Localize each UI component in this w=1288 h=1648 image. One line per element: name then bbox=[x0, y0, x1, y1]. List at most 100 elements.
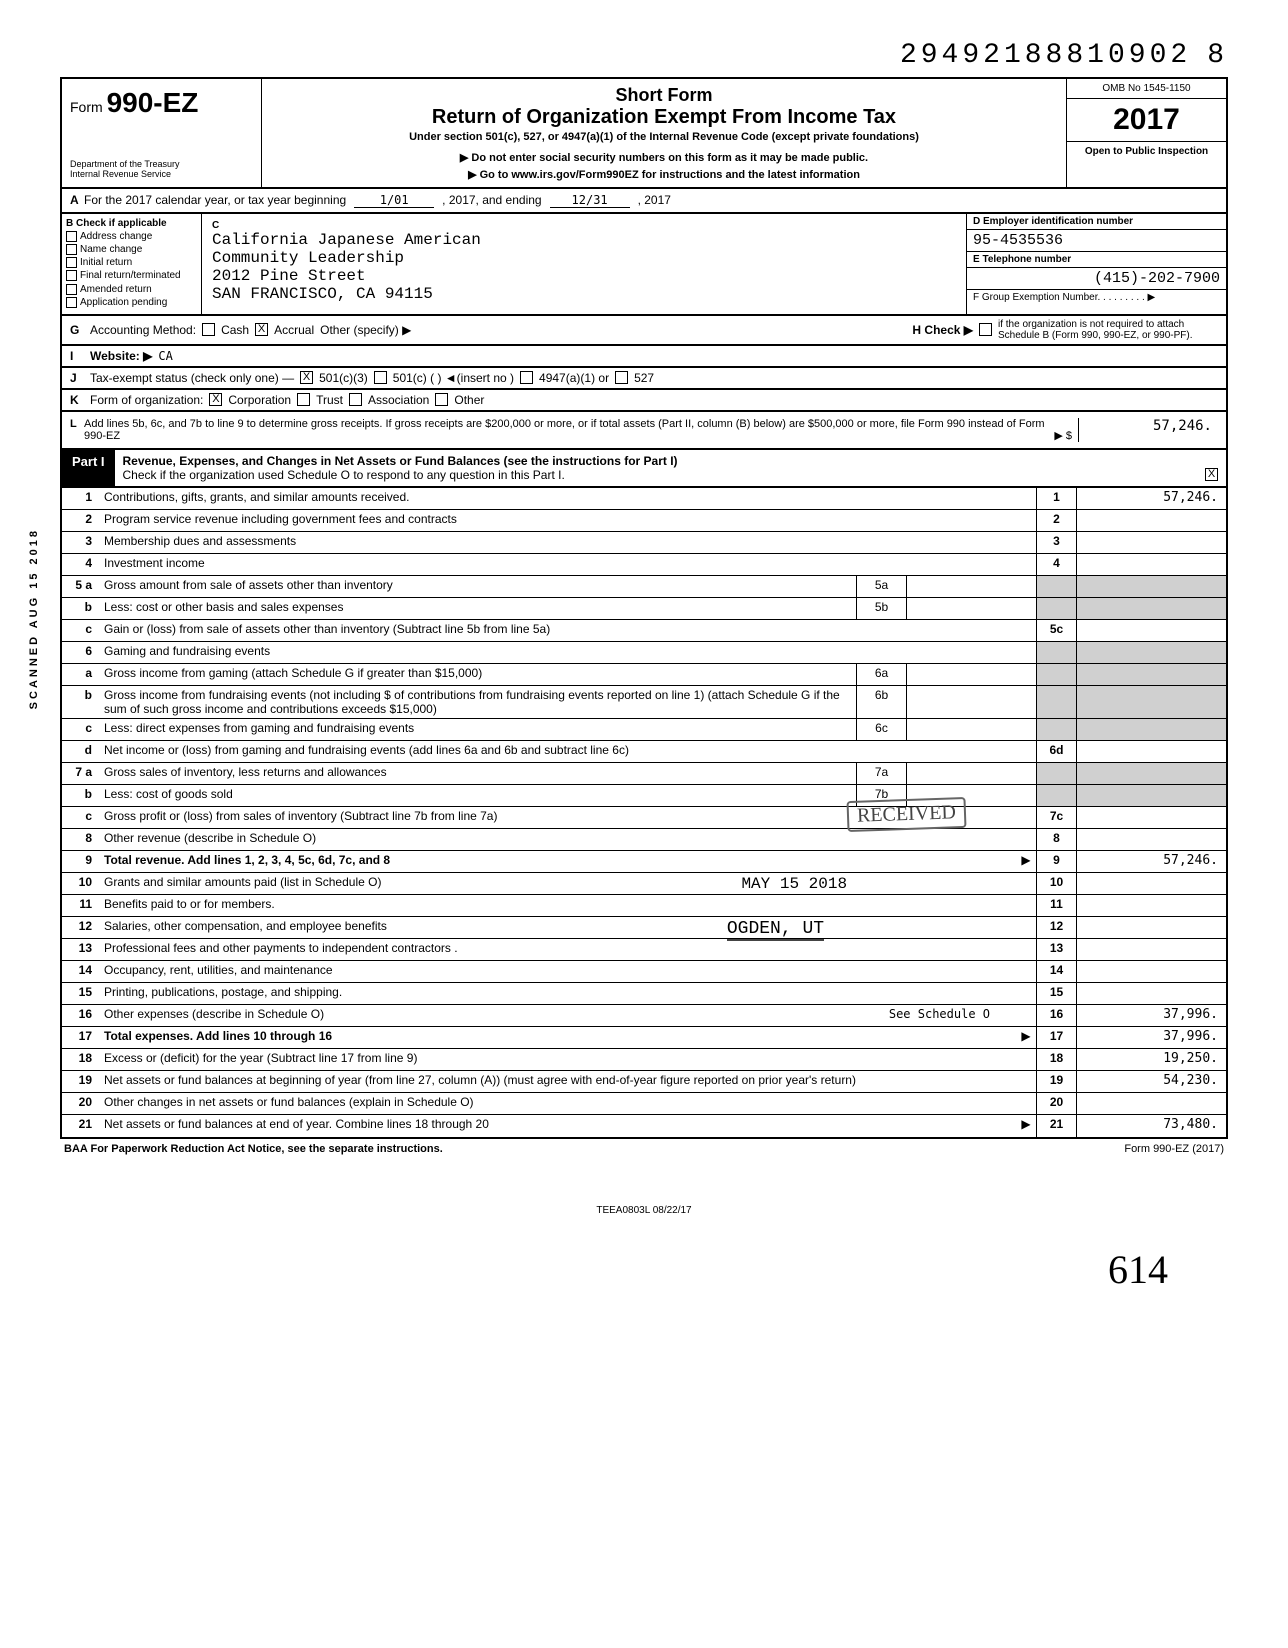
table-row: 11Benefits paid to or for members.11 bbox=[62, 895, 1226, 917]
table-row: 19Net assets or fund balances at beginni… bbox=[62, 1071, 1226, 1093]
amount-cell: 37,996. bbox=[1076, 1027, 1226, 1048]
check-trust[interactable] bbox=[297, 393, 310, 406]
tax-year: 2017 bbox=[1067, 99, 1226, 142]
row-number: 3 bbox=[62, 532, 98, 553]
amount-cell bbox=[1076, 785, 1226, 806]
line-ref bbox=[1036, 576, 1076, 597]
check-527[interactable] bbox=[615, 371, 628, 384]
check-schedule-o[interactable]: X bbox=[1205, 468, 1218, 481]
line-ref: 13 bbox=[1036, 939, 1076, 960]
row-description: Benefits paid to or for members. bbox=[98, 895, 1036, 916]
line-ref bbox=[1036, 598, 1076, 619]
amount-cell bbox=[1076, 917, 1226, 938]
table-row: 18Excess or (deficit) for the year (Subt… bbox=[62, 1049, 1226, 1071]
amount-cell bbox=[1076, 829, 1226, 850]
amount-cell: 57,246. bbox=[1076, 851, 1226, 872]
row-description: Membership dues and assessments bbox=[98, 532, 1036, 553]
check-501c3[interactable]: X bbox=[300, 371, 313, 384]
check-other-org[interactable] bbox=[435, 393, 448, 406]
check-schedule-b[interactable] bbox=[979, 323, 992, 336]
table-row: 1Contributions, gifts, grants, and simil… bbox=[62, 488, 1226, 510]
line-ref: 1 bbox=[1036, 488, 1076, 509]
gross-receipts: 57,246. bbox=[1078, 418, 1218, 442]
mid-ref: 7a bbox=[856, 763, 906, 784]
form-header: Form 990-EZ Department of the Treasury I… bbox=[60, 77, 1228, 189]
mid-amount bbox=[906, 576, 1036, 597]
check-name-change[interactable]: Name change bbox=[66, 244, 197, 255]
row-number: 18 bbox=[62, 1049, 98, 1070]
title-main: Return of Organization Exempt From Incom… bbox=[272, 106, 1056, 129]
table-row: bLess: cost or other basis and sales exp… bbox=[62, 598, 1226, 620]
part-1-table: 1Contributions, gifts, grants, and simil… bbox=[60, 488, 1228, 1139]
line-ref: 2 bbox=[1036, 510, 1076, 531]
line-ref: 10 bbox=[1036, 873, 1076, 894]
part-1-header: Part I Revenue, Expenses, and Changes in… bbox=[60, 450, 1228, 488]
row-number: 13 bbox=[62, 939, 98, 960]
check-column: B Check if applicable Address change Nam… bbox=[62, 214, 202, 314]
line-ref bbox=[1036, 642, 1076, 663]
title-short-form: Short Form bbox=[272, 85, 1056, 106]
table-row: 16Other expenses (describe in Schedule O… bbox=[62, 1005, 1226, 1027]
line-ref: 7c bbox=[1036, 807, 1076, 828]
instructions-url: ▶ Go to www.irs.gov/Form990EZ for instru… bbox=[272, 168, 1056, 181]
check-cash[interactable] bbox=[202, 323, 215, 336]
row-number: 6 bbox=[62, 642, 98, 663]
check-association[interactable] bbox=[349, 393, 362, 406]
row-description: Total revenue. Add lines 1, 2, 3, 4, 5c,… bbox=[98, 851, 1016, 872]
omb-number: OMB No 1545-1150 bbox=[1067, 79, 1226, 99]
check-4947[interactable] bbox=[520, 371, 533, 384]
check-501c[interactable] bbox=[374, 371, 387, 384]
row-description: Less: cost of goods sold bbox=[98, 785, 856, 806]
row-number: b bbox=[62, 785, 98, 806]
row-number: 20 bbox=[62, 1093, 98, 1114]
line-ref bbox=[1036, 785, 1076, 806]
line-l: L Add lines 5b, 6c, and 7b to line 9 to … bbox=[60, 412, 1228, 450]
row-number: 7 a bbox=[62, 763, 98, 784]
check-accrual[interactable]: X bbox=[255, 323, 268, 336]
row-description: Less: cost or other basis and sales expe… bbox=[98, 598, 856, 619]
amount-cell bbox=[1076, 873, 1226, 894]
row-description: Salaries, other compensation, and employ… bbox=[98, 917, 1036, 938]
row-description: Other expenses (describe in Schedule O)S… bbox=[98, 1005, 1036, 1026]
form-code: TEEA0803L 08/22/17 bbox=[60, 1205, 1228, 1216]
table-row: 3Membership dues and assessments3 bbox=[62, 532, 1226, 554]
amount-cell: 73,480. bbox=[1076, 1115, 1226, 1137]
footer: BAA For Paperwork Reduction Act Notice, … bbox=[60, 1143, 1228, 1155]
row-number: d bbox=[62, 741, 98, 762]
header-center: Short Form Return of Organization Exempt… bbox=[262, 79, 1066, 187]
amount-cell: 19,250. bbox=[1076, 1049, 1226, 1070]
row-description: Excess or (deficit) for the year (Subtra… bbox=[98, 1049, 1036, 1070]
amount-cell bbox=[1076, 620, 1226, 641]
ein-label: D Employer identification number bbox=[967, 214, 1226, 230]
check-address-change[interactable]: Address change bbox=[66, 231, 197, 242]
row-number: 4 bbox=[62, 554, 98, 575]
check-corporation[interactable]: X bbox=[209, 393, 222, 406]
amount-cell bbox=[1076, 532, 1226, 553]
check-amended[interactable]: Amended return bbox=[66, 284, 197, 295]
row-number: 11 bbox=[62, 895, 98, 916]
check-initial-return[interactable]: Initial return bbox=[66, 257, 197, 268]
amount-cell: 54,230. bbox=[1076, 1071, 1226, 1092]
check-application-pending[interactable]: Application pending bbox=[66, 297, 197, 308]
row-number: 17 bbox=[62, 1027, 98, 1048]
amount-cell bbox=[1076, 598, 1226, 619]
line-ref: 9 bbox=[1036, 851, 1076, 872]
row-number: b bbox=[62, 686, 98, 718]
amount-cell bbox=[1076, 741, 1226, 762]
row-number: 5 a bbox=[62, 576, 98, 597]
row-number: 10 bbox=[62, 873, 98, 894]
row-description: Professional fees and other payments to … bbox=[98, 939, 1036, 960]
website-value: CA bbox=[158, 349, 172, 363]
mid-amount bbox=[906, 598, 1036, 619]
department-label: Department of the Treasury Internal Reve… bbox=[70, 159, 253, 179]
row-description: Gross income from gaming (attach Schedul… bbox=[98, 664, 856, 685]
row-description: Printing, publications, postage, and shi… bbox=[98, 983, 1036, 1004]
table-row: bGross income from fundraising events (n… bbox=[62, 686, 1226, 719]
row-description: Investment income bbox=[98, 554, 1036, 575]
row-number: 8 bbox=[62, 829, 98, 850]
line-j: J Tax-exempt status (check only one) — X… bbox=[60, 368, 1228, 390]
mid-amount bbox=[906, 763, 1036, 784]
row-description: Program service revenue including govern… bbox=[98, 510, 1036, 531]
check-final-return[interactable]: Final return/terminated bbox=[66, 270, 197, 281]
table-row: 14Occupancy, rent, utilities, and mainte… bbox=[62, 961, 1226, 983]
